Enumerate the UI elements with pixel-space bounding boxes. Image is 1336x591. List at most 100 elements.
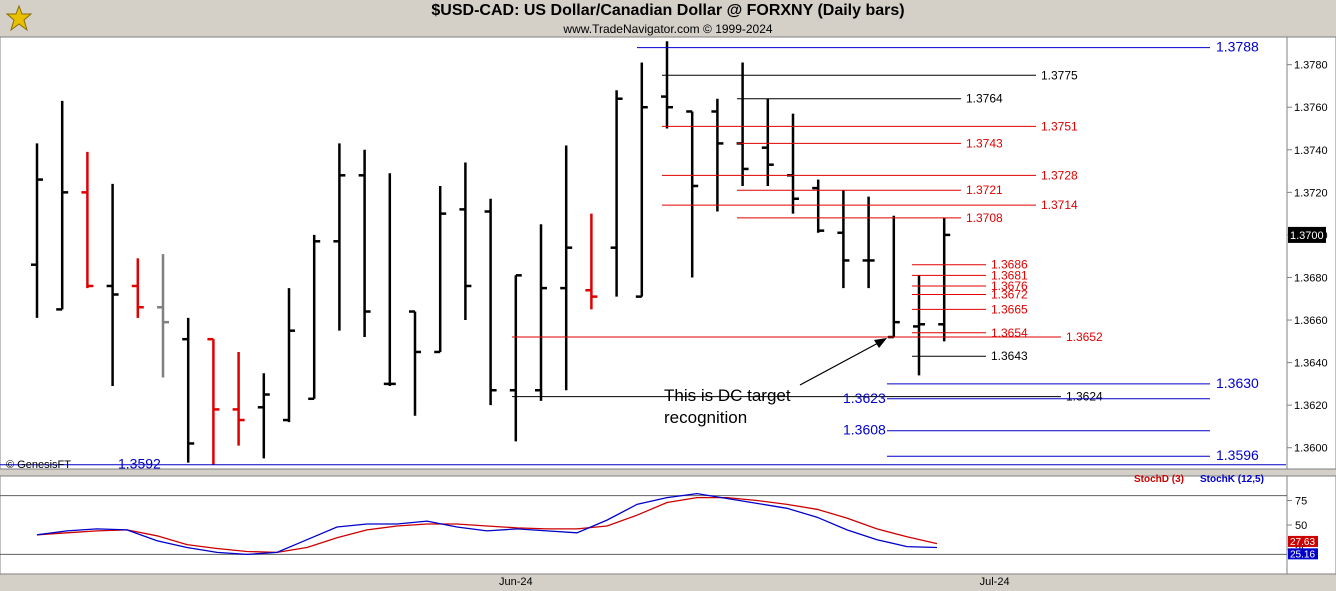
level-label: 1.3624: [1066, 390, 1103, 404]
ohlc-bar: [585, 213, 598, 310]
level-label: 1.3714: [1041, 198, 1078, 212]
ohlc-bar: [535, 224, 547, 401]
price-panel: [0, 36, 1288, 470]
level-line-1-3708: 1.3708: [737, 211, 1003, 225]
price-tick-label: 1.3740: [1294, 145, 1328, 157]
stoch-legend-label: StochD (3): [1134, 474, 1184, 485]
level-line-1-3728: 1.3728: [662, 168, 1078, 182]
level-label: 1.3654: [991, 326, 1028, 340]
price-tick-label: 1.3720: [1294, 187, 1328, 199]
annotation-line1: This is DC target: [664, 386, 791, 405]
ohlc-bar: [837, 190, 850, 289]
stoch-series-line: [36, 492, 938, 556]
date-tick-label: Jul-24: [980, 576, 1010, 588]
stoch-legend-label: StochK (12,5): [1200, 474, 1264, 485]
level-label: 1.3728: [1041, 168, 1078, 182]
level-line-1-3788: 1.3788: [637, 39, 1259, 55]
ohlc-bar: [232, 351, 245, 446]
ohlc-bar: [56, 100, 69, 311]
level-line-1-3672: 1.3672: [912, 287, 1028, 301]
level-line-1-3681: 1.3681: [912, 268, 1028, 282]
chart-subtitle: www.TradeNavigator.com © 1999-2024: [563, 22, 773, 36]
ohlc-bar: [157, 254, 169, 378]
ohlc-bar: [484, 198, 497, 406]
ohlc-bar: [182, 317, 195, 463]
ohlc-bar: [308, 234, 321, 401]
stoch-value-box: [1288, 535, 1318, 547]
ohlc-bar: [711, 98, 724, 212]
annotation-arrow: [799, 338, 887, 386]
indicator-panel: [0, 475, 1288, 575]
level-line-1-3714: 1.3714: [662, 198, 1078, 212]
level-line-1-3751: 1.3751: [662, 119, 1078, 133]
level-label: 1.3686: [991, 258, 1028, 272]
ohlc-bar: [409, 310, 421, 416]
level-line-1-3665: 1.3665: [912, 302, 1028, 316]
ohlc-bar: [207, 337, 220, 465]
level-label: 1.3672: [991, 287, 1028, 301]
stoch-tick-label: 75: [1295, 496, 1307, 508]
stoch-series-line: [36, 496, 938, 554]
level-line-1-3596: 1.3596: [887, 447, 1259, 463]
ohlc-bar: [333, 143, 346, 331]
level-line-1-3652: 1.3652: [512, 330, 1103, 344]
ohlc-bar: [913, 275, 925, 376]
price-axis: [1286, 36, 1336, 470]
current-price-box: [1288, 226, 1326, 243]
level-label: 1.3630: [1216, 375, 1259, 391]
level-label: 1.3676: [991, 279, 1028, 293]
level-label: 1.3608: [843, 422, 886, 438]
level-label: 1.3596: [1216, 447, 1259, 463]
price-tick-label: 1.3640: [1294, 358, 1328, 370]
price-tick-label: 1.3660: [1294, 315, 1328, 327]
ohlc-bar: [106, 183, 119, 387]
annotation-line2: recognition: [664, 408, 747, 427]
level-label: 1.3665: [991, 302, 1028, 316]
level-label: 1.3708: [966, 211, 1003, 225]
stoch-value-label: 25.16: [1290, 549, 1315, 560]
tradenavigator-logo-icon: [4, 4, 34, 34]
ohlc-bar: [686, 110, 699, 278]
ohlc-bar: [81, 151, 94, 289]
level-label: 1.3764: [966, 92, 1003, 106]
level-line-1-3686: 1.3686: [912, 258, 1028, 272]
level-label: 1.3623: [843, 390, 886, 406]
ohlc-bar: [761, 98, 774, 186]
ohlc-bar: [635, 62, 648, 298]
ohlc-bar: [610, 90, 623, 297]
level-line-1-3721: 1.3721: [737, 183, 1003, 197]
ohlc-bar: [862, 196, 875, 289]
level-label: 1.3643: [991, 349, 1028, 363]
ohlc-bar: [31, 143, 43, 318]
level-line-1-3592: 1.3592: [0, 456, 1286, 472]
price-tick-label: 1.3680: [1294, 272, 1328, 284]
ohlc-bar: [560, 145, 573, 391]
ohlc-bar: [938, 217, 951, 342]
ohlc-bar: [131, 258, 144, 318]
level-label: 1.3592: [118, 456, 161, 472]
level-label: 1.3681: [991, 268, 1028, 282]
level-label: 1.3775: [1041, 68, 1078, 82]
price-tick-label: 1.3780: [1294, 60, 1328, 72]
copyright-label: © GenesisFT: [6, 459, 71, 471]
ohlc-bar: [509, 274, 522, 442]
level-line-1-3643: 1.3643: [912, 349, 1028, 363]
level-label: 1.3788: [1216, 39, 1259, 55]
stoch-value-box: [1288, 548, 1318, 560]
ohlc-bar: [257, 373, 270, 459]
ohlc-bar: [358, 149, 371, 338]
level-line-1-3764: 1.3764: [737, 92, 1003, 106]
chart-title: $USD-CAD: US Dollar/Canadian Dollar @ FO…: [431, 2, 905, 19]
ohlc-bar: [661, 41, 673, 129]
price-tick-label: 1.3620: [1294, 400, 1328, 412]
stoch-tick-label: 50: [1295, 520, 1307, 532]
level-label: 1.3743: [966, 136, 1003, 150]
ohlc-bar: [459, 162, 472, 321]
ohlc-bar: [283, 288, 295, 423]
level-label: 1.3751: [1041, 119, 1078, 133]
level-line-1-3775: 1.3775: [662, 68, 1078, 82]
stoch-value-label: 27.63: [1290, 537, 1315, 548]
level-line-1-3623: 1.3623: [843, 390, 1210, 406]
level-line-1-3608: 1.3608: [843, 422, 1210, 438]
